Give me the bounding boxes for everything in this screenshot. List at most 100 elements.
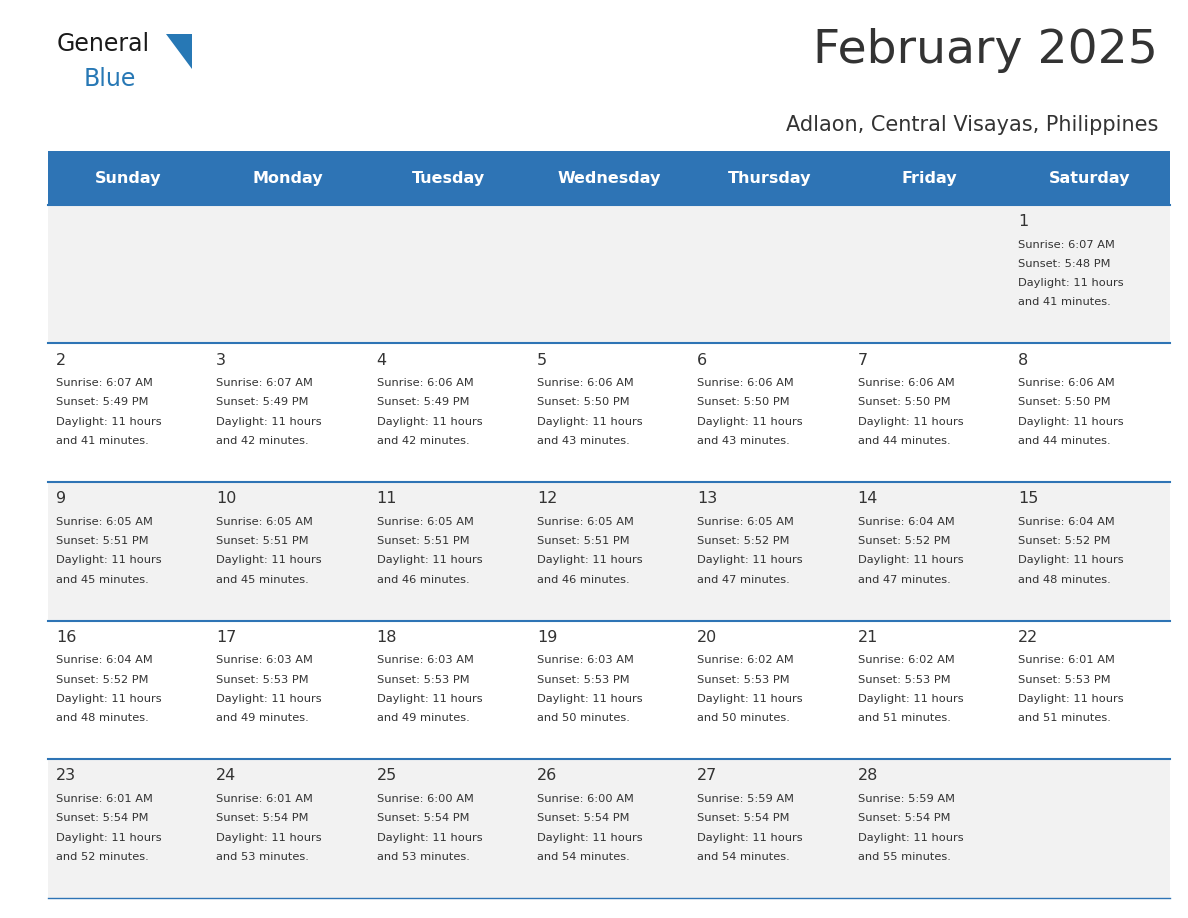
Text: Sunrise: 6:02 AM: Sunrise: 6:02 AM [858, 655, 954, 666]
Text: 20: 20 [697, 630, 718, 644]
Text: and 44 minutes.: and 44 minutes. [858, 436, 950, 446]
Text: Daylight: 11 hours: Daylight: 11 hours [858, 833, 963, 843]
Text: Friday: Friday [902, 171, 958, 185]
Text: 1: 1 [1018, 214, 1029, 229]
Text: Sunrise: 6:06 AM: Sunrise: 6:06 AM [537, 378, 633, 388]
Text: Sunrise: 6:05 AM: Sunrise: 6:05 AM [537, 517, 634, 527]
Text: 12: 12 [537, 491, 557, 506]
Text: Sunset: 5:53 PM: Sunset: 5:53 PM [216, 675, 309, 685]
Text: Sunset: 5:51 PM: Sunset: 5:51 PM [537, 536, 630, 546]
Text: Sunrise: 6:06 AM: Sunrise: 6:06 AM [858, 378, 954, 388]
Text: Daylight: 11 hours: Daylight: 11 hours [858, 694, 963, 704]
Text: and 46 minutes.: and 46 minutes. [537, 575, 630, 585]
Text: Monday: Monday [253, 171, 323, 185]
Text: 19: 19 [537, 630, 557, 644]
Text: and 51 minutes.: and 51 minutes. [858, 713, 950, 723]
Text: Sunset: 5:54 PM: Sunset: 5:54 PM [56, 813, 148, 823]
Text: and 50 minutes.: and 50 minutes. [537, 713, 630, 723]
Text: Sunset: 5:54 PM: Sunset: 5:54 PM [537, 813, 630, 823]
Text: Sunrise: 6:06 AM: Sunrise: 6:06 AM [1018, 378, 1114, 388]
Text: Sunset: 5:50 PM: Sunset: 5:50 PM [537, 397, 630, 408]
Text: Sunrise: 6:05 AM: Sunrise: 6:05 AM [377, 517, 474, 527]
Text: Sunrise: 6:03 AM: Sunrise: 6:03 AM [216, 655, 314, 666]
Text: 25: 25 [377, 768, 397, 783]
Text: Sunrise: 6:04 AM: Sunrise: 6:04 AM [858, 517, 954, 527]
Text: Sunset: 5:50 PM: Sunset: 5:50 PM [858, 397, 950, 408]
Text: 28: 28 [858, 768, 878, 783]
Text: 24: 24 [216, 768, 236, 783]
Text: February 2025: February 2025 [814, 28, 1158, 73]
Text: Sunrise: 6:01 AM: Sunrise: 6:01 AM [56, 794, 153, 804]
Text: Tuesday: Tuesday [412, 171, 485, 185]
Text: 2: 2 [56, 353, 67, 367]
Text: 16: 16 [56, 630, 76, 644]
Text: Sunset: 5:53 PM: Sunset: 5:53 PM [537, 675, 630, 685]
Text: Thursday: Thursday [727, 171, 811, 185]
Text: 14: 14 [858, 491, 878, 506]
Text: Sunrise: 5:59 AM: Sunrise: 5:59 AM [858, 794, 955, 804]
Text: Daylight: 11 hours: Daylight: 11 hours [1018, 417, 1124, 427]
Text: and 54 minutes.: and 54 minutes. [537, 852, 630, 862]
Text: and 48 minutes.: and 48 minutes. [56, 713, 148, 723]
Text: Sunset: 5:54 PM: Sunset: 5:54 PM [216, 813, 309, 823]
Text: 4: 4 [377, 353, 387, 367]
Text: and 45 minutes.: and 45 minutes. [216, 575, 309, 585]
Text: Daylight: 11 hours: Daylight: 11 hours [377, 417, 482, 427]
Text: Adlaon, Central Visayas, Philippines: Adlaon, Central Visayas, Philippines [786, 115, 1158, 135]
Text: 18: 18 [377, 630, 397, 644]
Text: 21: 21 [858, 630, 878, 644]
Text: Daylight: 11 hours: Daylight: 11 hours [858, 417, 963, 427]
Text: Sunrise: 6:07 AM: Sunrise: 6:07 AM [1018, 240, 1116, 250]
Text: and 44 minutes.: and 44 minutes. [1018, 436, 1111, 446]
Text: 11: 11 [377, 491, 397, 506]
Text: Sunrise: 6:03 AM: Sunrise: 6:03 AM [537, 655, 634, 666]
Text: 13: 13 [697, 491, 718, 506]
Text: Sunset: 5:50 PM: Sunset: 5:50 PM [1018, 397, 1111, 408]
Text: Daylight: 11 hours: Daylight: 11 hours [216, 555, 322, 565]
Text: and 43 minutes.: and 43 minutes. [537, 436, 630, 446]
Text: Daylight: 11 hours: Daylight: 11 hours [537, 694, 643, 704]
Text: General: General [57, 32, 150, 56]
Text: Sunrise: 6:05 AM: Sunrise: 6:05 AM [697, 517, 795, 527]
Text: Sunset: 5:51 PM: Sunset: 5:51 PM [216, 536, 309, 546]
Text: Daylight: 11 hours: Daylight: 11 hours [216, 694, 322, 704]
Text: Sunrise: 6:07 AM: Sunrise: 6:07 AM [56, 378, 153, 388]
Text: Daylight: 11 hours: Daylight: 11 hours [377, 694, 482, 704]
Text: Sunrise: 6:04 AM: Sunrise: 6:04 AM [56, 655, 152, 666]
Text: Sunrise: 6:06 AM: Sunrise: 6:06 AM [377, 378, 473, 388]
Text: Saturday: Saturday [1049, 171, 1131, 185]
Text: Sunset: 5:52 PM: Sunset: 5:52 PM [858, 536, 950, 546]
Text: Wednesday: Wednesday [557, 171, 661, 185]
Text: and 42 minutes.: and 42 minutes. [377, 436, 469, 446]
Text: Daylight: 11 hours: Daylight: 11 hours [377, 555, 482, 565]
Text: Sunset: 5:53 PM: Sunset: 5:53 PM [858, 675, 950, 685]
Text: and 47 minutes.: and 47 minutes. [697, 575, 790, 585]
Text: Daylight: 11 hours: Daylight: 11 hours [537, 833, 643, 843]
Text: Sunrise: 6:00 AM: Sunrise: 6:00 AM [537, 794, 634, 804]
Text: Sunset: 5:51 PM: Sunset: 5:51 PM [377, 536, 469, 546]
Text: and 55 minutes.: and 55 minutes. [858, 852, 950, 862]
Text: and 49 minutes.: and 49 minutes. [216, 713, 309, 723]
Text: and 41 minutes.: and 41 minutes. [56, 436, 148, 446]
Text: 15: 15 [1018, 491, 1038, 506]
Text: 23: 23 [56, 768, 76, 783]
Text: Daylight: 11 hours: Daylight: 11 hours [216, 833, 322, 843]
Text: and 51 minutes.: and 51 minutes. [1018, 713, 1111, 723]
Text: Sunrise: 6:06 AM: Sunrise: 6:06 AM [697, 378, 794, 388]
Text: Daylight: 11 hours: Daylight: 11 hours [537, 417, 643, 427]
Text: Sunset: 5:54 PM: Sunset: 5:54 PM [697, 813, 790, 823]
Text: 8: 8 [1018, 353, 1029, 367]
Text: Blue: Blue [83, 67, 135, 91]
Text: Sunset: 5:54 PM: Sunset: 5:54 PM [377, 813, 469, 823]
Text: Sunset: 5:54 PM: Sunset: 5:54 PM [858, 813, 950, 823]
Text: Sunrise: 6:00 AM: Sunrise: 6:00 AM [377, 794, 474, 804]
Text: 5: 5 [537, 353, 548, 367]
Text: and 49 minutes.: and 49 minutes. [377, 713, 469, 723]
Text: Daylight: 11 hours: Daylight: 11 hours [537, 555, 643, 565]
Text: Daylight: 11 hours: Daylight: 11 hours [1018, 694, 1124, 704]
Text: Sunrise: 6:05 AM: Sunrise: 6:05 AM [56, 517, 153, 527]
Text: 3: 3 [216, 353, 226, 367]
Text: Sunset: 5:49 PM: Sunset: 5:49 PM [56, 397, 148, 408]
Text: Daylight: 11 hours: Daylight: 11 hours [697, 833, 803, 843]
Text: Sunset: 5:53 PM: Sunset: 5:53 PM [697, 675, 790, 685]
